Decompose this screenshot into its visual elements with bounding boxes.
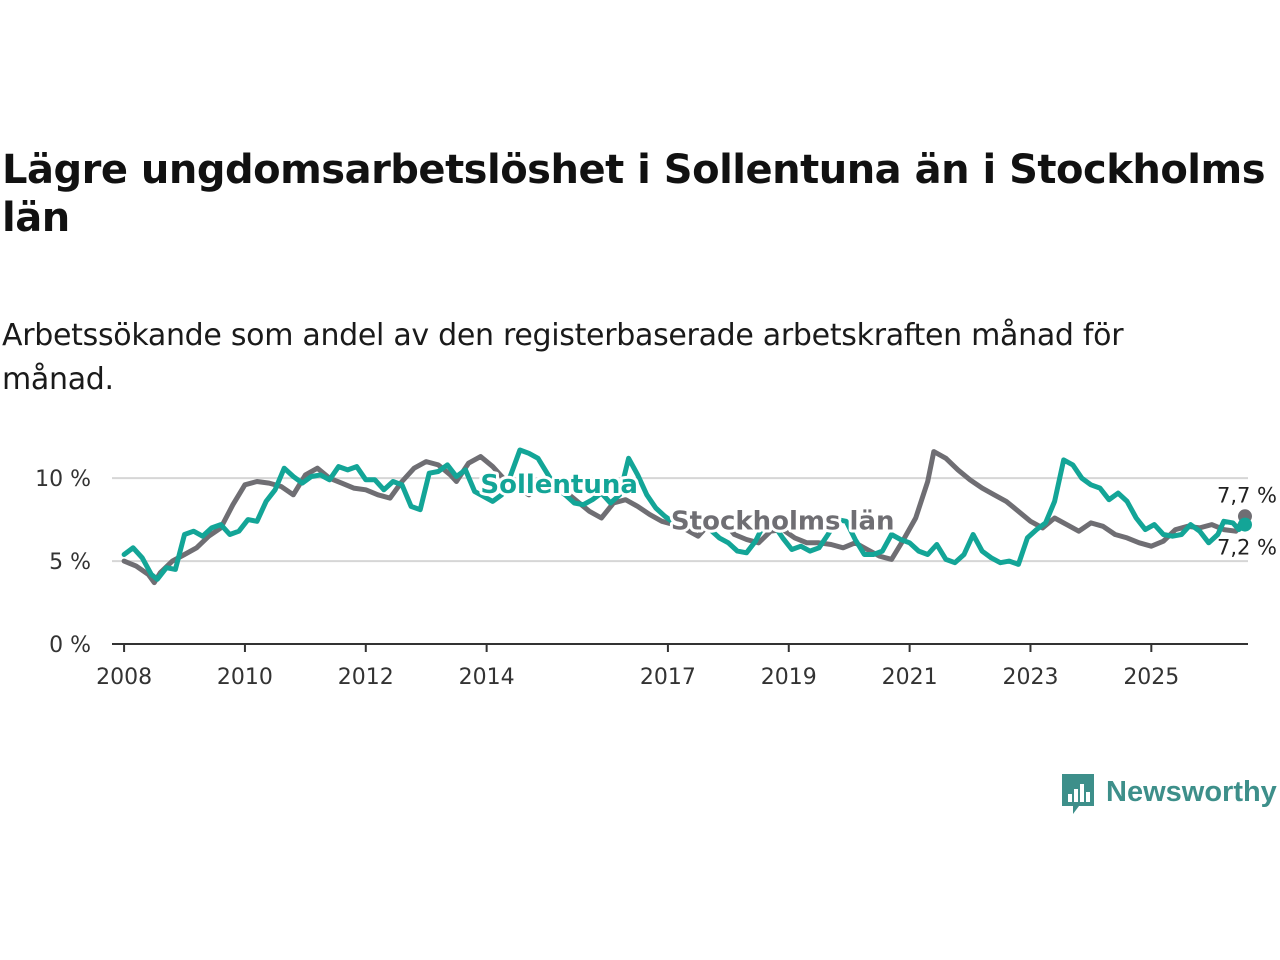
series-label-halo: Sollentuna [480,470,638,500]
x-tick-label: 2023 [1002,665,1058,690]
line-chart: 0 %5 %10 % 2008 2010 2012 2014 2017 2019 2021 2… [35,447,1277,690]
x-tick-label: 2017 [640,665,696,690]
series-label-halo: Stockholms län [671,507,895,537]
x-tick-label: 2025 [1123,665,1179,690]
series-line-stockholms-län [121,449,1248,586]
x-tick-label: 2012 [338,665,394,690]
end-value-label: 7,7 % [1217,483,1277,507]
x-tick-label: 2021 [882,665,938,690]
series-label-sollentuna: Sollentuna [480,470,638,500]
series-line-sollentuna [121,447,1248,582]
end-marker-sollentuna [1237,517,1252,532]
x-tick-label: 2008 [96,665,152,690]
chart-subtitle: Arbetssökande som andel av den registerb… [2,318,1124,397]
series-lines [121,447,1252,586]
end-value-label: 7,2 % [1217,536,1277,560]
y-axis-ticks: 0 % 5 % 10 % [35,467,91,658]
x-tick-label: 2010 [217,665,273,690]
x-axis-ticks: 2008 2010 2012 2014 2017 2019 2021 2023 2025 [96,644,1179,690]
newsworthy-logo-icon [1062,774,1094,814]
x-tick-label: 2014 [459,665,515,690]
x-tick-label: 2019 [761,665,817,690]
series-label-stockholms-län: Stockholms län [671,507,895,537]
y-tick-label: 5 % [49,550,91,575]
y-tick-label: 10 % [35,467,91,492]
chart-title: Lägre ungdomsarbetslöshet i Sollentuna ä… [2,147,1266,241]
newsworthy-wordmark: Newsworthy [1106,775,1277,808]
newsworthy-logo[interactable]: Newsworthy [1060,772,1277,818]
y-tick-label: 0 % [49,633,91,658]
